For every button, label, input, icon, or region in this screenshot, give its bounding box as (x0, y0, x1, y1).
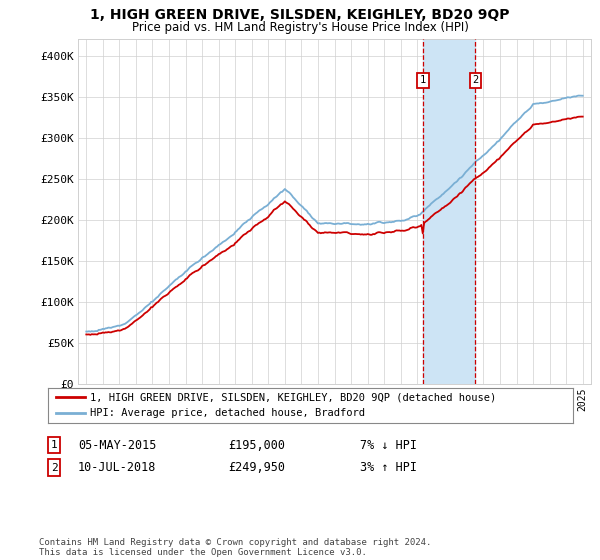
Text: HPI: Average price, detached house, Bradford: HPI: Average price, detached house, Brad… (90, 408, 365, 418)
Text: Contains HM Land Registry data © Crown copyright and database right 2024.
This d: Contains HM Land Registry data © Crown c… (39, 538, 431, 557)
Text: 10-JUL-2018: 10-JUL-2018 (78, 461, 157, 474)
Text: £249,950: £249,950 (228, 461, 285, 474)
Text: Price paid vs. HM Land Registry's House Price Index (HPI): Price paid vs. HM Land Registry's House … (131, 21, 469, 34)
Bar (423, 39, 475, 384)
Text: £195,000: £195,000 (228, 438, 285, 452)
Text: 2: 2 (472, 75, 479, 85)
Text: 1: 1 (50, 440, 58, 450)
Text: 7% ↓ HPI: 7% ↓ HPI (360, 438, 417, 452)
Text: 05-MAY-2015: 05-MAY-2015 (78, 438, 157, 452)
Text: 2: 2 (50, 463, 58, 473)
Text: 1, HIGH GREEN DRIVE, SILSDEN, KEIGHLEY, BD20 9QP (detached house): 1, HIGH GREEN DRIVE, SILSDEN, KEIGHLEY, … (90, 393, 496, 403)
Text: 3% ↑ HPI: 3% ↑ HPI (360, 461, 417, 474)
Text: 1, HIGH GREEN DRIVE, SILSDEN, KEIGHLEY, BD20 9QP: 1, HIGH GREEN DRIVE, SILSDEN, KEIGHLEY, … (90, 8, 510, 22)
Text: 1: 1 (420, 75, 426, 85)
